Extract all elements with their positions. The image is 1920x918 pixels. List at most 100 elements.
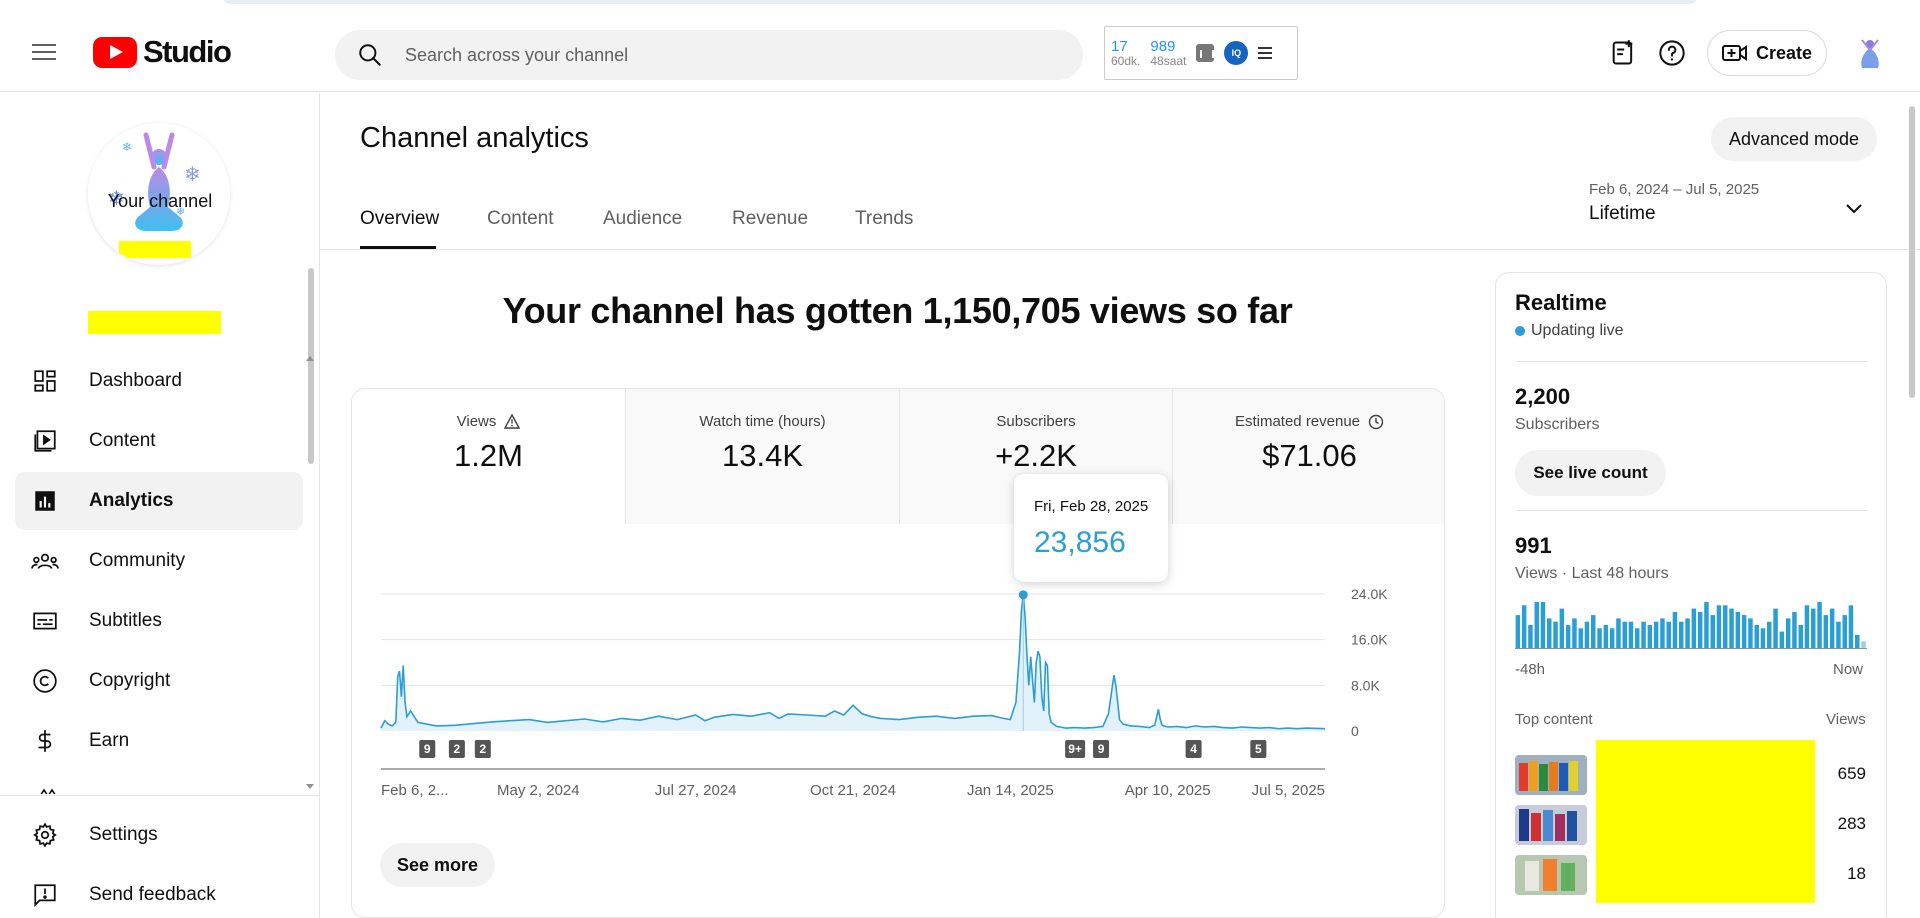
top-content-thumbnail[interactable] (1515, 755, 1587, 795)
chevron-down-icon[interactable] (1842, 196, 1866, 220)
realtime-bar[interactable] (1729, 608, 1734, 648)
metric-revenue-tab[interactable]: Estimated revenue $71.06 (1172, 389, 1444, 524)
tab-overview[interactable]: Overview (360, 208, 440, 229)
realtime-bar[interactable] (1792, 611, 1797, 648)
realtime-bar[interactable] (1804, 605, 1810, 648)
realtime-bar[interactable] (1609, 628, 1615, 648)
realtime-bar[interactable] (1798, 625, 1804, 648)
tab-audience[interactable]: Audience (603, 208, 683, 229)
metric-watch-time-tab[interactable]: Watch time (hours) 13.4K (625, 389, 899, 524)
bar-chart-icon[interactable] (1196, 44, 1215, 62)
sidebar-item-dashboard[interactable]: Dashboard (15, 352, 303, 410)
realtime-bar[interactable] (1679, 621, 1684, 648)
warning-icon[interactable] (504, 414, 521, 429)
see-more-button[interactable]: See more (380, 843, 495, 887)
realtime-bar[interactable] (1660, 618, 1665, 648)
realtime-bar[interactable] (1547, 618, 1552, 648)
realtime-bar[interactable] (1534, 602, 1540, 648)
playlist-add-icon[interactable] (1603, 33, 1643, 73)
tab-content[interactable]: Content (487, 208, 554, 229)
iq-badge-icon[interactable]: IQ (1224, 41, 1249, 65)
ext-menu-icon[interactable] (1258, 44, 1273, 62)
upload-marker-badge[interactable]: 2 (474, 740, 491, 758)
search-input[interactable] (405, 44, 1005, 66)
channel-avatar[interactable]: ❄ ❄ ❄ ❄ (88, 123, 230, 265)
realtime-bar[interactable] (1735, 611, 1741, 648)
realtime-views-bar-chart[interactable] (1515, 598, 1867, 650)
realtime-bar[interactable] (1811, 608, 1816, 648)
top-content-thumbnail[interactable] (1515, 805, 1587, 845)
upload-marker-badge[interactable]: 9+ (1065, 740, 1086, 758)
realtime-bar[interactable] (1584, 621, 1590, 648)
realtime-bar[interactable] (1817, 602, 1822, 648)
realtime-bar[interactable] (1861, 641, 1866, 648)
realtime-bar[interactable] (1616, 618, 1621, 648)
realtime-bar[interactable] (1710, 615, 1716, 648)
date-range-text[interactable]: Feb 6, 2024 – Jul 5, 2025 (1589, 181, 1760, 198)
realtime-bar[interactable] (1685, 618, 1690, 648)
realtime-bar[interactable] (1647, 625, 1653, 648)
upload-marker-badge[interactable]: 9 (1093, 740, 1110, 758)
realtime-bar[interactable] (1591, 615, 1596, 648)
realtime-bar[interactable] (1521, 605, 1527, 648)
realtime-bar[interactable] (1760, 628, 1766, 648)
sidebar-item-subtitles[interactable]: Subtitles (15, 592, 303, 650)
hamburger-menu-icon[interactable] (30, 40, 58, 64)
upload-marker-badge[interactable]: 9 (419, 740, 436, 758)
realtime-bar[interactable] (1704, 602, 1709, 648)
extension-widget[interactable]: 17 60dk. 989 48saat IQ (1104, 26, 1298, 80)
upload-marker-badge[interactable]: 4 (1185, 740, 1202, 758)
realtime-bar[interactable] (1785, 618, 1791, 648)
realtime-bar[interactable] (1653, 621, 1659, 648)
realtime-bar[interactable] (1572, 618, 1577, 648)
scroll-down-arrow-icon[interactable] (306, 784, 314, 789)
create-button[interactable]: Create (1707, 30, 1827, 76)
account-avatar[interactable] (1848, 32, 1892, 76)
realtime-bar[interactable] (1528, 625, 1533, 648)
views-chart[interactable]: 24.0K 16.0K 8.0K 0 9 2 2 9+ 9 4 5 Feb 6, 2... May 2,… (370, 575, 1415, 807)
realtime-bar[interactable] (1540, 602, 1546, 648)
scroll-up-arrow-icon[interactable] (306, 356, 314, 361)
realtime-bar[interactable] (1641, 621, 1646, 648)
realtime-bar[interactable] (1559, 608, 1565, 648)
realtime-bar[interactable] (1842, 615, 1848, 648)
upload-marker-badge[interactable]: 2 (448, 740, 465, 758)
help-icon[interactable] (1652, 33, 1692, 73)
search-bar[interactable] (335, 30, 1083, 80)
sidebar-item-content[interactable]: Content (15, 412, 303, 470)
realtime-bar[interactable] (1829, 608, 1835, 648)
top-content-thumbnail[interactable] (1515, 855, 1587, 895)
realtime-bar[interactable] (1779, 631, 1785, 648)
tab-trends[interactable]: Trends (855, 208, 914, 229)
realtime-bar[interactable] (1716, 605, 1722, 648)
realtime-bar[interactable] (1773, 608, 1778, 648)
sidebar-item-send-feedback[interactable]: Send feedback (15, 866, 303, 918)
see-live-count-button[interactable]: See live count (1515, 450, 1666, 496)
sidebar-item-earn[interactable]: Earn (15, 712, 303, 770)
realtime-bar[interactable] (1597, 628, 1602, 648)
realtime-bar[interactable] (1836, 621, 1841, 648)
realtime-bar[interactable] (1767, 621, 1772, 648)
studio-logo[interactable]: Studio (93, 34, 232, 70)
clock-icon[interactable] (1368, 414, 1384, 430)
upload-marker-badge[interactable]: 5 (1250, 740, 1267, 758)
realtime-bar[interactable] (1748, 618, 1753, 648)
realtime-bar[interactable] (1603, 625, 1609, 648)
advanced-mode-button[interactable]: Advanced mode (1711, 117, 1877, 161)
realtime-bar[interactable] (1553, 621, 1558, 648)
sidebar-item-copyright[interactable]: Copyright (15, 652, 303, 710)
realtime-bar[interactable] (1691, 608, 1697, 648)
sidebar-item-analytics[interactable]: Analytics (15, 472, 303, 530)
realtime-bar[interactable] (1848, 605, 1854, 648)
realtime-bar[interactable] (1622, 621, 1628, 648)
sidebar-item-settings[interactable]: Settings (15, 806, 303, 864)
realtime-bar[interactable] (1666, 621, 1672, 648)
realtime-bar[interactable] (1635, 628, 1640, 648)
realtime-bar[interactable] (1628, 621, 1634, 648)
sidebar-scrollbar[interactable] (308, 268, 314, 464)
page-scrollbar[interactable] (1909, 106, 1915, 398)
sidebar-item-community[interactable]: Community (15, 532, 303, 590)
tab-revenue[interactable]: Revenue (732, 208, 809, 229)
metric-views-tab[interactable]: Views 1.2M (352, 389, 625, 524)
realtime-bar[interactable] (1754, 625, 1760, 648)
